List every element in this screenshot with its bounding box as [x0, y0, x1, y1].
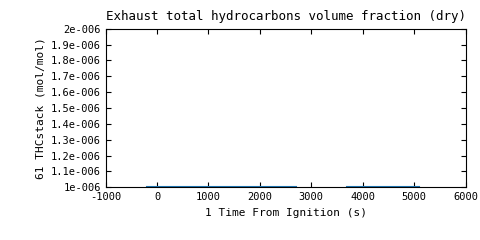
Y-axis label: 61 THCstack (mol/mol): 61 THCstack (mol/mol)	[35, 37, 45, 179]
Title: Exhaust total hydrocarbons volume fraction (dry): Exhaust total hydrocarbons volume fracti…	[106, 11, 466, 24]
X-axis label: 1 Time From Ignition (s): 1 Time From Ignition (s)	[204, 208, 367, 218]
